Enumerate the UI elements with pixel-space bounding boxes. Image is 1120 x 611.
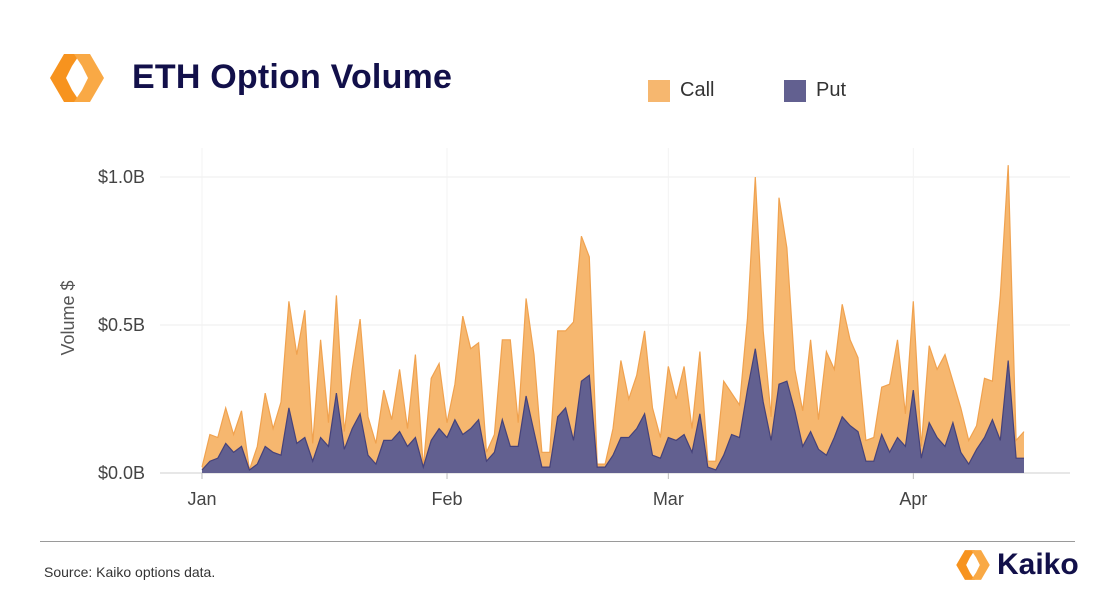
legend-label-call: Call	[680, 79, 715, 101]
y-tick-label-1: $0.5B	[98, 315, 145, 335]
kaiko-logo	[48, 52, 106, 109]
brand-footer: Kaiko	[955, 548, 1079, 582]
x-tick-label-0: Jan	[187, 489, 216, 509]
y-axis-title: Volume $	[58, 280, 78, 355]
x-tick-labels: Jan Feb Mar Apr	[187, 473, 927, 509]
kaiko-logo-icon	[50, 54, 104, 102]
x-tick-label-1: Feb	[432, 489, 463, 509]
legend-swatch-put	[784, 79, 806, 102]
y-tick-labels: $0.0B $0.5B $1.0B	[98, 167, 145, 483]
chart-title: ETH Option Volume	[132, 58, 453, 96]
y-tick-label-0: $0.0B	[98, 463, 145, 483]
brand-name: Kaiko	[997, 548, 1079, 581]
legend-item-call: Call	[648, 79, 714, 102]
x-tick-label-3: Apr	[899, 489, 927, 509]
area-put	[202, 348, 1024, 473]
kaiko-brand-icon	[956, 550, 990, 580]
legend-label-put: Put	[816, 79, 847, 101]
footer-divider	[40, 541, 1075, 542]
legend-swatch-call	[648, 79, 670, 102]
y-tick-label-2: $1.0B	[98, 167, 145, 187]
x-tick-label-2: Mar	[653, 489, 684, 509]
line-call	[201, 165, 1025, 471]
line-put	[201, 348, 1024, 471]
legend-item-put: Put	[784, 79, 846, 102]
source-note: Source: Kaiko options data.	[44, 564, 216, 580]
chart-areas	[201, 165, 1025, 473]
area-chart: $0.0B $0.5B $1.0B Jan Feb Mar Apr Volume $	[58, 148, 1070, 509]
